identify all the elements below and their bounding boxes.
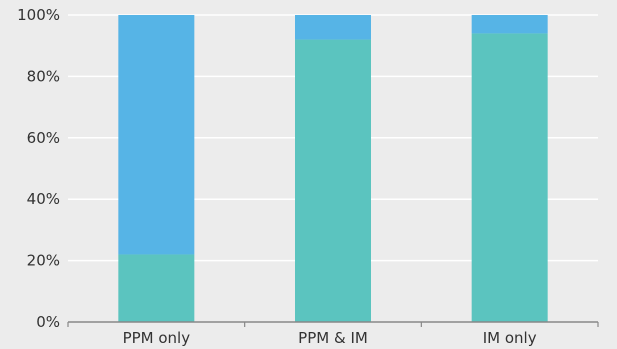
y-tick-label: 60% — [27, 129, 60, 147]
bar-segment-1 — [118, 254, 195, 322]
bar-segment-2 — [118, 15, 195, 255]
y-tick-label: 40% — [27, 190, 60, 208]
x-category-label: PPM only — [123, 329, 191, 347]
bar-segment-2 — [295, 15, 371, 40]
bar-segment-2 — [471, 15, 548, 34]
bar-segment-1 — [471, 33, 548, 323]
y-tick-label: 20% — [27, 252, 60, 270]
y-tick-label: 80% — [27, 67, 60, 85]
x-axis-category-labels: PPM only PPM & IM IM only — [123, 329, 537, 347]
x-category-label: PPM & IM — [298, 329, 368, 347]
x-axis — [67, 321, 599, 327]
bar-segment-1 — [295, 39, 371, 323]
y-axis-tick-labels: 0% 20% 40% 60% 80% 100% — [17, 6, 60, 331]
y-tick-label: 0% — [36, 313, 60, 331]
y-tick-label: 100% — [17, 6, 60, 24]
x-category-label: IM only — [483, 329, 537, 347]
bars — [118, 15, 548, 323]
